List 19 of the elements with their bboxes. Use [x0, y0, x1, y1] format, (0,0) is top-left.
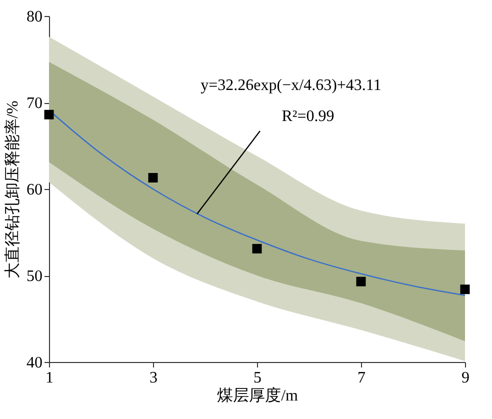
x-tick-label: 5 [254, 370, 262, 386]
x-tick-label: 7 [358, 370, 366, 386]
point [252, 244, 262, 254]
x-tick-label: 9 [462, 370, 470, 386]
y-tick-label: 50 [26, 268, 42, 285]
point [460, 284, 470, 294]
point [44, 110, 54, 120]
y-tick-label: 60 [26, 182, 42, 198]
y-tick-label: 80 [26, 8, 42, 26]
y-tick-label: 40 [26, 354, 42, 372]
x-tick-label: 1 [46, 370, 54, 386]
y-axis-title: 大直径钻孔卸压释能率/% [4, 100, 22, 278]
point [148, 173, 158, 182]
x-tick-label: 3 [150, 370, 158, 386]
annotation: R²=0.99 [282, 108, 334, 125]
y-tick-label: 70 [26, 95, 42, 112]
annotation: y=32.26exp(−x/4.63)+43.11 [200, 77, 382, 94]
point [356, 276, 366, 286]
x-axis-title: 煤层厚度/m [217, 386, 298, 404]
